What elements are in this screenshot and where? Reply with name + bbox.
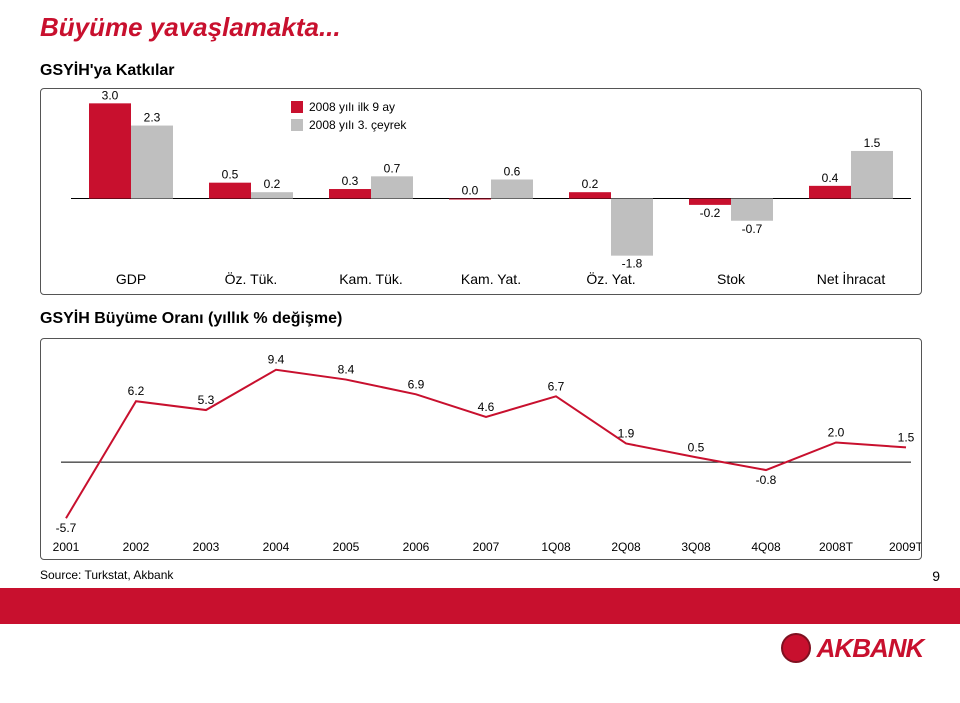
svg-text:0.6: 0.6: [504, 165, 521, 179]
svg-text:GDP: GDP: [116, 271, 146, 287]
svg-text:1.9: 1.9: [618, 426, 635, 440]
svg-text:Net İhracat: Net İhracat: [817, 270, 886, 287]
svg-text:0.3: 0.3: [342, 174, 359, 188]
svg-text:Stok: Stok: [717, 271, 746, 287]
svg-text:6.9: 6.9: [408, 377, 425, 391]
svg-text:4.6: 4.6: [478, 400, 495, 414]
svg-text:Kam. Yat.: Kam. Yat.: [461, 271, 521, 287]
source-text: Source: Turkstat, Akbank: [40, 568, 173, 582]
svg-text:3.0: 3.0: [102, 89, 119, 102]
svg-text:0.2: 0.2: [264, 177, 281, 191]
line-chart: -5.7 2001 6.2 2002 5.3 2003 9.4 2004 8.4 2005 6.9 2…: [41, 339, 921, 559]
svg-text:8.4: 8.4: [338, 363, 355, 377]
svg-text:0.4: 0.4: [822, 171, 839, 185]
svg-text:2001: 2001: [53, 540, 80, 554]
svg-text:2.3: 2.3: [144, 111, 161, 125]
svg-text:1Q08: 1Q08: [541, 540, 571, 554]
svg-text:0.0: 0.0: [462, 184, 479, 198]
svg-text:Öz. Tük.: Öz. Tük.: [225, 270, 278, 287]
svg-text:-0.2: -0.2: [700, 206, 721, 220]
svg-text:2008T: 2008T: [819, 540, 854, 554]
svg-text:0.5: 0.5: [222, 168, 239, 182]
svg-text:-0.8: -0.8: [756, 473, 777, 487]
svg-text:9.4: 9.4: [268, 353, 285, 367]
page-number: 9: [932, 568, 940, 584]
svg-text:4Q08: 4Q08: [751, 540, 781, 554]
svg-text:-0.7: -0.7: [742, 222, 763, 236]
svg-text:-5.7: -5.7: [56, 521, 77, 535]
svg-text:0.2: 0.2: [582, 177, 599, 191]
svg-text:2003: 2003: [193, 540, 220, 554]
svg-text:2008 yılı 3. çeyrek: 2008 yılı 3. çeyrek: [309, 118, 407, 132]
page-title: Büyüme yavaşlamakta...: [40, 12, 341, 43]
brand-stripe: [0, 588, 960, 624]
svg-text:2006: 2006: [403, 540, 430, 554]
logo-icon: [781, 633, 811, 663]
svg-text:2004: 2004: [263, 540, 290, 554]
bar-chart: 2008 yılı ilk 9 ay 2008 yılı 3. çeyrek 3.0…: [41, 89, 921, 294]
svg-text:1.5: 1.5: [864, 136, 881, 150]
svg-text:1.5: 1.5: [898, 430, 915, 444]
svg-text:Öz. Yat.: Öz. Yat.: [586, 270, 635, 287]
svg-text:0.7: 0.7: [384, 161, 401, 175]
slide: Büyüme yavaşlamakta... GSYİH'ya Katkılar…: [0, 0, 960, 703]
brand-logo: AKBANK: [762, 624, 942, 672]
svg-text:6.2: 6.2: [128, 384, 145, 398]
svg-text:6.7: 6.7: [548, 379, 565, 393]
svg-text:3Q08: 3Q08: [681, 540, 711, 554]
svg-text:0.5: 0.5: [688, 440, 705, 454]
chart2-title: GSYİH Büyüme Oranı (yıllık % değişme): [40, 310, 342, 328]
svg-text:2008 yılı ilk 9 ay: 2008 yılı ilk 9 ay: [309, 100, 395, 114]
svg-text:2005: 2005: [333, 540, 360, 554]
svg-text:2002: 2002: [123, 540, 150, 554]
svg-text:2009T: 2009T: [889, 540, 921, 554]
chart1-title: GSYİH'ya Katkılar: [40, 62, 175, 80]
bar-chart-container: 2008 yılı ilk 9 ay 2008 yılı 3. çeyrek 3.0…: [40, 88, 922, 295]
svg-text:Kam. Tük.: Kam. Tük.: [339, 271, 403, 287]
line-chart-container: -5.7 2001 6.2 2002 5.3 2003 9.4 2004 8.4 2005 6.9 2…: [40, 338, 922, 560]
svg-text:2007: 2007: [473, 540, 500, 554]
svg-text:-1.8: -1.8: [622, 257, 643, 271]
svg-text:5.3: 5.3: [198, 393, 215, 407]
svg-text:2.0: 2.0: [828, 426, 845, 440]
svg-text:2Q08: 2Q08: [611, 540, 641, 554]
logo-text: AKBANK: [817, 633, 924, 664]
